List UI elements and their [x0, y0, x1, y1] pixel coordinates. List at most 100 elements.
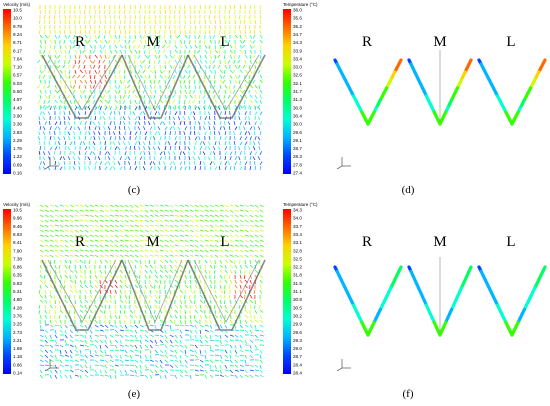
colorbar-tick: 29.6	[293, 130, 302, 135]
colorbar-tick: 0.69	[13, 162, 22, 167]
colorbar-tick: 33.7	[293, 224, 302, 229]
colorbar-tick: 2.21	[13, 338, 22, 343]
colorbar-tick: 1.76	[13, 146, 22, 151]
colorbar-tick: 3.25	[13, 322, 22, 327]
vector-field	[37, 4, 263, 171]
colorbar-tick: 33.4	[293, 232, 302, 237]
colorbar-tick: 31.1	[293, 289, 302, 294]
colorbar-tick: 8.41	[13, 240, 22, 245]
colorbar-tick: 0.66	[13, 362, 22, 367]
colorbar-tick: 31.8	[293, 273, 302, 278]
colorbar-tick: 32.5	[293, 256, 302, 261]
caption-d: (d)	[401, 184, 415, 196]
colorbar-tick: 28.3	[293, 154, 302, 159]
colorbar-tick: 34.7	[293, 32, 302, 37]
colorbar-tick: 0.14	[13, 371, 22, 376]
colorbar-tick: 9.78	[13, 24, 22, 29]
axis-triad-icon	[44, 157, 59, 170]
colorbar-tick: 29.3	[293, 338, 302, 343]
colorbar-tick: 7.10	[13, 65, 22, 70]
colorbar-tick: 30.2	[293, 313, 302, 318]
colorbar-tick: 8.17	[13, 48, 22, 53]
zone-label-m: M	[146, 234, 159, 250]
caption-c: (c)	[127, 184, 141, 196]
colorbar-tick: 29.1	[293, 138, 302, 143]
colorbar-tick: 28.7	[293, 354, 302, 359]
axis-triad-icon	[336, 359, 351, 372]
colorbar	[3, 209, 11, 374]
v-geometry	[41, 259, 266, 331]
colorbar-tick: 30.0	[293, 122, 302, 127]
colorbar	[283, 209, 291, 374]
colorbar-tick: 10.5	[13, 8, 22, 13]
colorbar-tick: 9.45	[13, 224, 22, 229]
colorbar-tick: 34.3	[293, 40, 302, 45]
temperature-field-f: Temperature (°C)34.3 34.0 33.7 33.4 33.1 32.8…	[283, 202, 547, 376]
colorbar-tick: 6.03	[13, 81, 22, 86]
vector-field	[38, 204, 265, 379]
v-profiles	[333, 265, 547, 337]
colorbar-tick: 28.7	[293, 146, 302, 151]
panel-d: Temperature (°C) 36.0 35.6 35.2 34.7 34.3 33.9…	[280, 0, 548, 180]
zone-label-r: R	[362, 34, 372, 50]
colorbar-tick: 33.4	[293, 56, 302, 61]
colorbar-tick: 2.73	[13, 330, 22, 335]
colorbar-tick: 3.76	[13, 313, 22, 318]
panel-e: Velocity (m/s) 10.5 9.96 9.45 8.93 8.41 7.90 7.…	[0, 200, 268, 382]
colorbar-tick: 8.93	[13, 232, 22, 237]
v-profiles	[333, 58, 547, 126]
colorbar-tick: 33.0	[293, 65, 302, 70]
colorbar-tick: 9.24	[13, 32, 22, 37]
colorbar-tick: 27.8	[293, 162, 302, 167]
colorbar-tick: 4.43	[13, 105, 22, 110]
colorbar-tick: 34.3	[293, 208, 302, 213]
v-geometry	[41, 54, 266, 119]
zone-label-r: R	[75, 34, 85, 50]
colorbar-tick: 0.16	[13, 171, 22, 176]
colorbar-tick: 29.6	[293, 330, 302, 335]
colorbar-tick: 31.7	[293, 89, 302, 94]
zone-label-r: R	[75, 234, 85, 250]
colorbar-tick: 31.3	[293, 97, 302, 102]
zone-label-m: M	[433, 34, 446, 50]
colorbar-title: Velocity (m/s)	[3, 2, 31, 7]
colorbar-tick: 6.35	[13, 273, 22, 278]
colorbar-tick: 7.38	[13, 256, 22, 261]
colorbar-tick: 5.83	[13, 281, 22, 286]
caption-f: (f)	[402, 388, 414, 400]
axis-triad-icon	[44, 359, 59, 372]
velocity-field-e: Velocity (m/s)10.5 9.96 9.45 8.93 8.41 7.90 7.…	[3, 202, 266, 379]
colorbar-title: Temperature (°C)	[283, 2, 318, 7]
panel-f: Temperature (°C) 34.3 34.0 33.7 33.4 33.1 32.8…	[280, 200, 548, 382]
colorbar-tick: 32.1	[293, 81, 302, 86]
colorbar-tick: 27.4	[293, 171, 302, 176]
zone-label-l: L	[506, 34, 515, 50]
colorbar-tick: 30.5	[293, 305, 302, 310]
colorbar-tick: 7.90	[13, 248, 22, 253]
colorbar-tick: 5.31	[13, 289, 22, 294]
colorbar-tick: 3.36	[13, 122, 22, 127]
colorbar-tick: 4.80	[13, 297, 22, 302]
velocity-field-c: Velocity (m/s)10.5 10.0 9.78 9.24 8.71 8.17 7.…	[3, 2, 266, 176]
colorbar-tick: 6.57	[13, 73, 22, 78]
zone-label-l: L	[506, 234, 515, 250]
caption-e: (e)	[127, 388, 141, 400]
colorbar-tick: 1.18	[13, 354, 22, 359]
colorbar	[3, 9, 11, 174]
colorbar-tick: 1.69	[13, 346, 22, 351]
colorbar-tick: 35.2	[293, 24, 302, 29]
colorbar-tick: 32.8	[293, 248, 302, 253]
colorbar-tick: 33.1	[293, 240, 302, 245]
zone-label-m: M	[433, 234, 446, 250]
colorbar-title: Velocity (m/s)	[3, 202, 31, 207]
colorbar-tick: 30.4	[293, 113, 302, 118]
zone-label-l: L	[220, 234, 229, 250]
temperature-field-d: Temperature (°C)36.0 35.6 35.2 34.7 34.3 33.9…	[283, 2, 547, 176]
colorbar-tick: 10.5	[13, 208, 22, 213]
colorbar-tick: 10.0	[13, 16, 22, 21]
colorbar-title: Temperature (°C)	[283, 202, 318, 207]
axis-triad-icon	[336, 157, 351, 170]
panel-c: Velocity (m/s) 10.5 10.0 9.78 9.24 8.71 8.17 7.…	[0, 0, 268, 180]
colorbar-tick: 4.97	[13, 97, 22, 102]
colorbar-tick: 31.5	[293, 281, 302, 286]
